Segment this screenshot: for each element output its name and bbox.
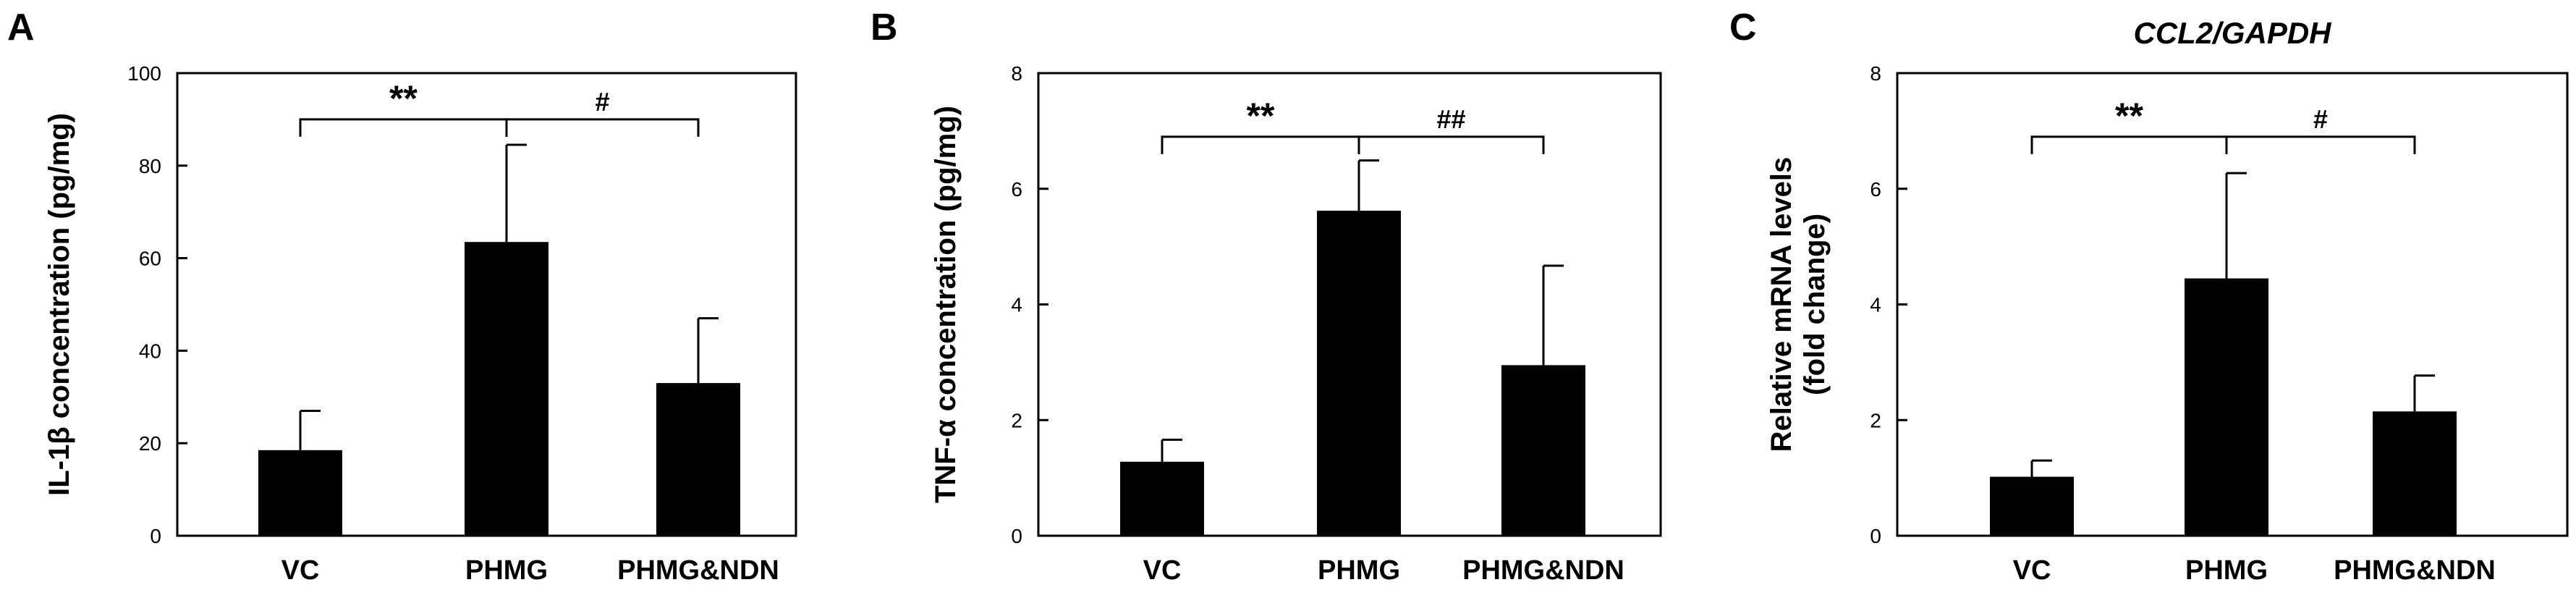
y-tick-label: 4 xyxy=(1011,294,1022,316)
bar-phmg xyxy=(2185,278,2268,536)
y-tick-label: 2 xyxy=(1870,409,1881,431)
bar-vc xyxy=(258,450,342,536)
x-category-label: VC xyxy=(1143,555,1182,586)
chart-title: CCL2/GAPDH xyxy=(2133,16,2332,50)
bar-phmg xyxy=(1317,211,1401,536)
panel-letter: B xyxy=(870,7,898,49)
bar-phmg xyxy=(465,242,548,536)
y-axis-label: TNF-α concentration (pg/mg) xyxy=(930,106,962,503)
y-tick-label: 40 xyxy=(139,340,161,362)
x-category-label: VC xyxy=(281,555,320,586)
bar-vc xyxy=(1120,461,1204,536)
significance-bracket xyxy=(1357,135,1545,154)
y-axis-label: Relative mRNA levels xyxy=(1766,157,1797,452)
y-tick-label: 4 xyxy=(1870,294,1881,316)
significance-bracket xyxy=(2225,135,2416,154)
chart-panel-b: B 0 2 4 6 8 TNF-α concentration (pg/mg) VC PHMG P… xyxy=(870,7,1662,586)
chart-panel-c: C CCL2/GAPDH 0 2 4 6 8 Relative mRNA levels (fol… xyxy=(1729,7,2569,586)
x-category-label: PHMG xyxy=(1318,555,1400,586)
bar-phmg-ndn xyxy=(656,383,740,536)
x-category-label: PHMG xyxy=(2185,555,2268,586)
significance-label: ** xyxy=(2115,96,2143,136)
y-tick-label: 0 xyxy=(1870,525,1881,547)
significance-label: ## xyxy=(1436,104,1465,134)
significance-label: ** xyxy=(389,78,418,119)
y-tick-label: 8 xyxy=(1870,62,1881,85)
y-tick-label: 80 xyxy=(139,155,161,177)
bar-phmg-ndn xyxy=(1501,365,1585,536)
bar-vc xyxy=(1990,476,2074,536)
x-category-label: PHMG&NDN xyxy=(617,555,779,586)
x-category-label: PHMG&NDN xyxy=(2334,555,2496,586)
x-category-label: PHMG xyxy=(465,555,548,586)
y-tick-label: 6 xyxy=(1011,178,1022,201)
y-tick-label: 0 xyxy=(150,525,161,547)
bar-phmg-ndn xyxy=(2373,411,2457,536)
significance-bracket xyxy=(2030,135,2228,154)
x-category-label: VC xyxy=(2013,555,2051,586)
y-tick-label: 8 xyxy=(1011,62,1022,85)
significance-label: # xyxy=(2313,104,2328,134)
y-tick-label: 60 xyxy=(139,248,161,270)
y-axis-label: (fold change) xyxy=(1799,214,1831,395)
significance-label: ** xyxy=(1247,96,1275,136)
y-axis-label: IL-1β concentration (pg/mg) xyxy=(43,113,75,496)
y-tick-label: 20 xyxy=(139,432,161,455)
chart-panel-a: A 0 20 40 60 80 100 IL-1β concentration (pg/mg)… xyxy=(7,7,797,586)
y-tick-label: 6 xyxy=(1870,178,1881,201)
significance-bracket xyxy=(299,118,508,137)
significance-bracket xyxy=(505,118,700,137)
y-tick-label: 2 xyxy=(1011,409,1022,431)
y-tick-label: 0 xyxy=(1011,525,1022,547)
panel-letter: C xyxy=(1729,7,1757,49)
significance-bracket xyxy=(1161,135,1360,154)
significance-label: # xyxy=(595,87,609,117)
panel-letter: A xyxy=(7,7,35,49)
y-tick-label: 100 xyxy=(127,62,161,85)
x-category-label: PHMG&NDN xyxy=(1462,555,1624,586)
